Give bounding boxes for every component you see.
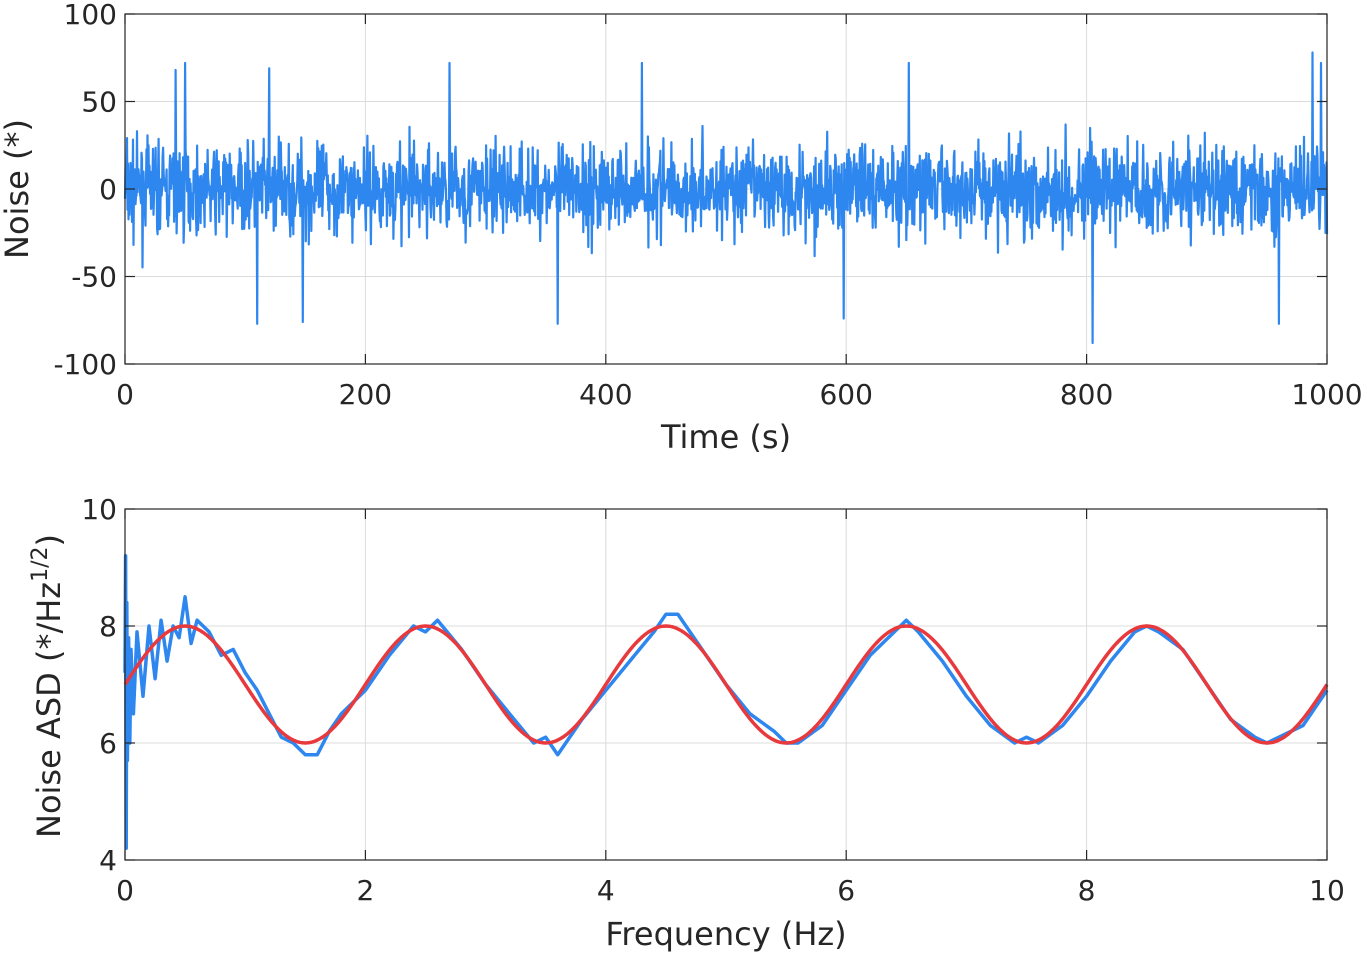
time-series-ticks: 0 200 400 600 800 1000 -100 -50 0 50 100	[53, 0, 1362, 411]
asd-x-tick-label: 0	[116, 874, 134, 907]
time-series-x-tick-label: 400	[579, 378, 632, 411]
time-series-x-tick-label: 600	[819, 378, 872, 411]
asd-model-path	[123, 624, 1329, 745]
time-series-line	[123, 51, 1329, 345]
asd-x-label: Frequency (Hz)	[605, 915, 846, 953]
time-series-x-tick-label: 1000	[1291, 378, 1362, 411]
asd-x-tick-label: 8	[1078, 874, 1096, 907]
time-series-x-label: Time (s)	[660, 418, 791, 456]
asd-axes-frame	[124, 508, 1328, 861]
time-series-x-tick-label: 0	[116, 378, 134, 411]
asd-x-tick-label: 10	[1309, 874, 1345, 907]
asd-y-tick-label: 10	[81, 493, 117, 526]
asd-y-label: Noise ASD (*/Hz1/2)	[28, 534, 68, 838]
asd-x-tick-label: 2	[356, 874, 374, 907]
time-series-y-tick-label: -100	[53, 348, 117, 381]
time-series-x-tick-label: 200	[339, 378, 392, 411]
asd-y-tick-label: 4	[99, 844, 117, 877]
asd-measured-path	[123, 554, 1329, 851]
time-series-y-label: Noise (*)	[0, 119, 36, 259]
asd-panel: 0 2 4 6 8 10 4 6 8 10 Frequency (Hz) Noise ASD (*…	[28, 493, 1345, 953]
asd-ticks: 0 2 4 6 8 10 4 6 8 10	[81, 493, 1344, 907]
time-series-noise-path	[123, 51, 1329, 345]
asd-y-label-close: )	[30, 534, 68, 546]
time-series-y-tick-label: 100	[64, 0, 117, 31]
time-series-y-tick-label: 0	[99, 173, 117, 206]
asd-y-tick-label: 6	[99, 727, 117, 760]
asd-y-tick-label: 8	[99, 610, 117, 643]
time-series-y-tick-label: -50	[71, 261, 117, 294]
time-series-x-tick-label: 800	[1060, 378, 1113, 411]
asd-x-tick-label: 6	[837, 874, 855, 907]
asd-y-label-main: Noise ASD (*/Hz	[30, 582, 68, 838]
asd-x-tick-label: 4	[597, 874, 615, 907]
asd-y-label-superscript: 1/2	[28, 547, 53, 582]
time-series-y-tick-label: 50	[81, 86, 117, 119]
asd-series	[123, 554, 1329, 851]
